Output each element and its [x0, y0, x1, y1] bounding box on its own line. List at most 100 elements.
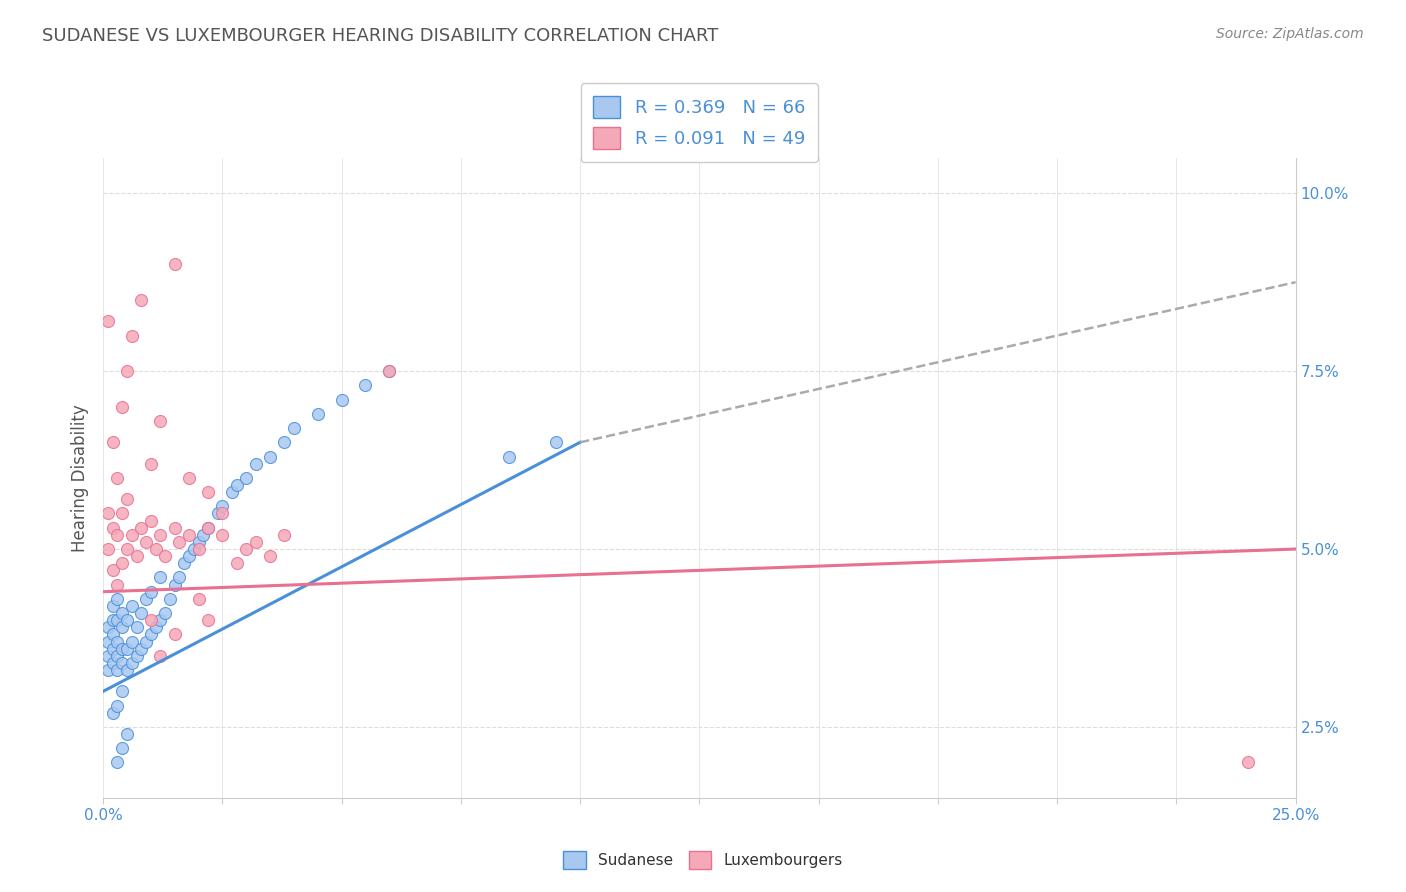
Point — [121, 634, 143, 648]
Point — [235, 471, 257, 485]
Point — [197, 521, 219, 535]
Point — [135, 634, 157, 648]
Point — [97, 634, 120, 648]
Point — [101, 435, 124, 450]
Point — [107, 698, 129, 713]
Point — [177, 471, 200, 485]
Point — [546, 435, 568, 450]
Point — [97, 507, 120, 521]
Point — [273, 528, 295, 542]
Point — [139, 514, 162, 528]
Y-axis label: Hearing Disability: Hearing Disability — [72, 404, 89, 552]
Point — [115, 641, 138, 656]
Point — [149, 570, 172, 584]
Point — [115, 613, 138, 627]
Point — [101, 706, 124, 720]
Point — [259, 549, 281, 563]
Point — [145, 620, 167, 634]
Point — [107, 613, 129, 627]
Point — [111, 741, 134, 756]
Point — [153, 606, 176, 620]
Point — [129, 606, 152, 620]
Point — [111, 606, 134, 620]
Point — [197, 613, 219, 627]
Point — [111, 684, 134, 698]
Point — [107, 756, 129, 770]
Point — [177, 549, 200, 563]
Point — [107, 634, 129, 648]
Point — [273, 435, 295, 450]
Point — [101, 521, 124, 535]
Point — [139, 627, 162, 641]
Point — [111, 556, 134, 570]
Point — [149, 648, 172, 663]
Point — [207, 507, 229, 521]
Point — [1237, 756, 1260, 770]
Point — [211, 507, 233, 521]
Point — [129, 521, 152, 535]
Point — [245, 535, 267, 549]
Point — [101, 641, 124, 656]
Point — [245, 457, 267, 471]
Point — [221, 485, 243, 500]
Point — [115, 492, 138, 507]
Point — [378, 364, 401, 378]
Point — [145, 542, 167, 557]
Point — [307, 407, 329, 421]
Point — [107, 471, 129, 485]
Point — [97, 648, 120, 663]
Point — [115, 364, 138, 378]
Point — [97, 663, 120, 677]
Point — [135, 591, 157, 606]
Point — [211, 500, 233, 514]
Point — [149, 414, 172, 428]
Legend: Sudanese, Luxembourgers: Sudanese, Luxembourgers — [557, 845, 849, 875]
Point — [498, 450, 520, 464]
Point — [173, 556, 195, 570]
Text: Source: ZipAtlas.com: Source: ZipAtlas.com — [1216, 27, 1364, 41]
Point — [135, 535, 157, 549]
Point — [101, 563, 124, 577]
Point — [121, 656, 143, 670]
Point — [97, 620, 120, 634]
Point — [101, 627, 124, 641]
Point — [125, 648, 148, 663]
Point — [107, 591, 129, 606]
Point — [121, 328, 143, 343]
Point — [159, 591, 181, 606]
Point — [354, 378, 377, 392]
Text: SUDANESE VS LUXEMBOURGER HEARING DISABILITY CORRELATION CHART: SUDANESE VS LUXEMBOURGER HEARING DISABIL… — [42, 27, 718, 45]
Point — [187, 542, 209, 557]
Point — [111, 400, 134, 414]
Point — [111, 656, 134, 670]
Point — [187, 535, 209, 549]
Point — [163, 521, 186, 535]
Point — [139, 584, 162, 599]
Point — [107, 648, 129, 663]
Point — [111, 507, 134, 521]
Point — [101, 613, 124, 627]
Point — [283, 421, 305, 435]
Point — [101, 599, 124, 613]
Point — [211, 528, 233, 542]
Point — [330, 392, 353, 407]
Point — [169, 570, 191, 584]
Point — [177, 528, 200, 542]
Point — [225, 478, 247, 492]
Point — [197, 485, 219, 500]
Point — [225, 556, 247, 570]
Point — [169, 535, 191, 549]
Point — [378, 364, 401, 378]
Point — [163, 257, 186, 271]
Point — [183, 542, 205, 557]
Point — [193, 528, 215, 542]
Point — [107, 663, 129, 677]
Point — [149, 613, 172, 627]
Point — [121, 528, 143, 542]
Point — [97, 542, 120, 557]
Point — [115, 663, 138, 677]
Point — [111, 620, 134, 634]
Point — [139, 613, 162, 627]
Point — [235, 542, 257, 557]
Point — [121, 599, 143, 613]
